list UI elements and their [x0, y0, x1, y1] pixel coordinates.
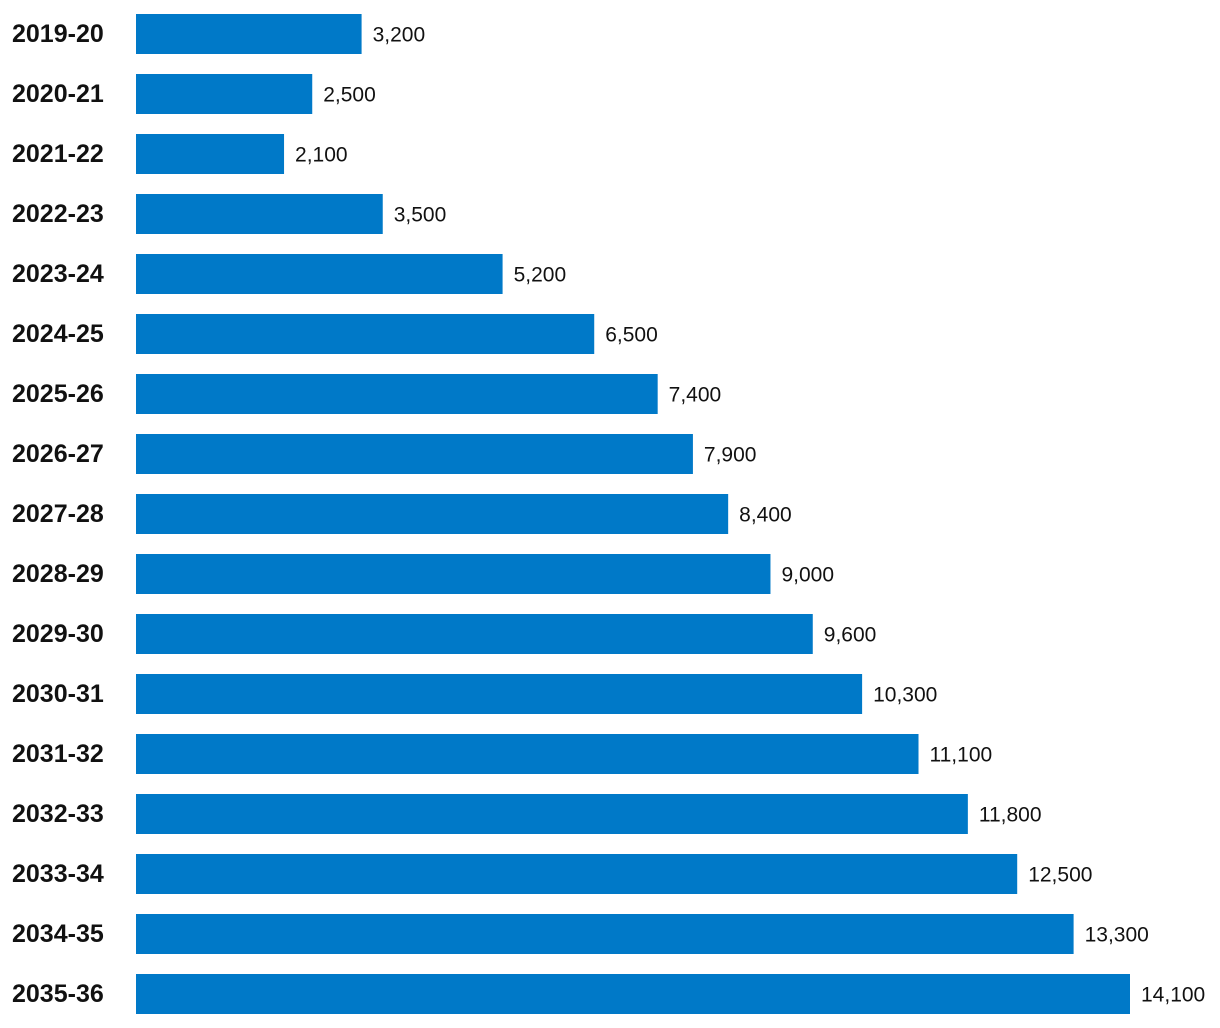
value-label: 9,600 [824, 624, 877, 647]
category-label: 2032-33 [12, 800, 104, 828]
category-label: 2031-32 [12, 740, 104, 768]
value-label: 8,400 [739, 504, 792, 527]
value-label: 2,500 [323, 84, 376, 107]
bar-2029-30 [136, 614, 813, 654]
category-label: 2035-36 [12, 980, 104, 1008]
value-label: 7,900 [704, 444, 757, 467]
category-label: 2029-30 [12, 620, 104, 648]
category-labels-group: 2019-20 2020-21 2021-22 2022-23 2023-24 2024-… [12, 20, 104, 1008]
category-label: 2034-35 [12, 920, 104, 948]
bar-2030-31 [136, 674, 863, 714]
bar-2034-35 [136, 914, 1074, 954]
bar-2024-25 [136, 314, 595, 354]
bar-2020-21 [136, 74, 313, 114]
category-label: 2019-20 [12, 20, 104, 48]
value-label: 2,100 [295, 144, 348, 167]
bar-2033-34 [136, 854, 1018, 894]
category-label: 2025-26 [12, 380, 104, 408]
bar-2028-29 [136, 554, 771, 594]
bar-2035-36 [136, 974, 1130, 1014]
value-label: 9,000 [781, 564, 834, 587]
bar-2032-33 [136, 794, 968, 834]
bar-2026-27 [136, 434, 693, 474]
bar-2022-23 [136, 194, 383, 234]
category-label: 2026-27 [12, 440, 104, 468]
bar-2019-20 [136, 14, 362, 54]
category-label: 2024-25 [12, 320, 104, 348]
category-label: 2021-22 [12, 140, 104, 168]
value-label: 13,300 [1085, 924, 1149, 947]
value-label: 5,200 [514, 264, 567, 287]
value-label: 3,500 [394, 204, 447, 227]
value-labels-group: 3,200 2,500 2,100 3,500 5,200 6,500 7,400 7,900… [295, 24, 1205, 1007]
category-label: 2020-21 [12, 80, 104, 108]
category-label: 2030-31 [12, 680, 104, 708]
value-label: 11,100 [930, 744, 993, 767]
value-label: 6,500 [605, 324, 658, 347]
bar-2027-28 [136, 494, 729, 534]
value-label: 7,400 [669, 384, 722, 407]
bar-2021-22 [136, 134, 285, 174]
bar-2023-24 [136, 254, 503, 294]
value-label: 11,800 [979, 804, 1042, 827]
category-label: 2022-23 [12, 200, 104, 228]
category-label: 2033-34 [12, 860, 104, 888]
category-label: 2028-29 [12, 560, 104, 588]
value-label: 12,500 [1028, 864, 1092, 887]
bar-2031-32 [136, 734, 919, 774]
value-label: 3,200 [373, 24, 426, 47]
bar-2025-26 [136, 374, 658, 414]
value-label: 14,100 [1141, 984, 1205, 1007]
category-label: 2023-24 [12, 260, 104, 288]
value-label: 10,300 [873, 684, 937, 707]
category-label: 2027-28 [12, 500, 104, 528]
bars-group [136, 14, 1130, 1014]
